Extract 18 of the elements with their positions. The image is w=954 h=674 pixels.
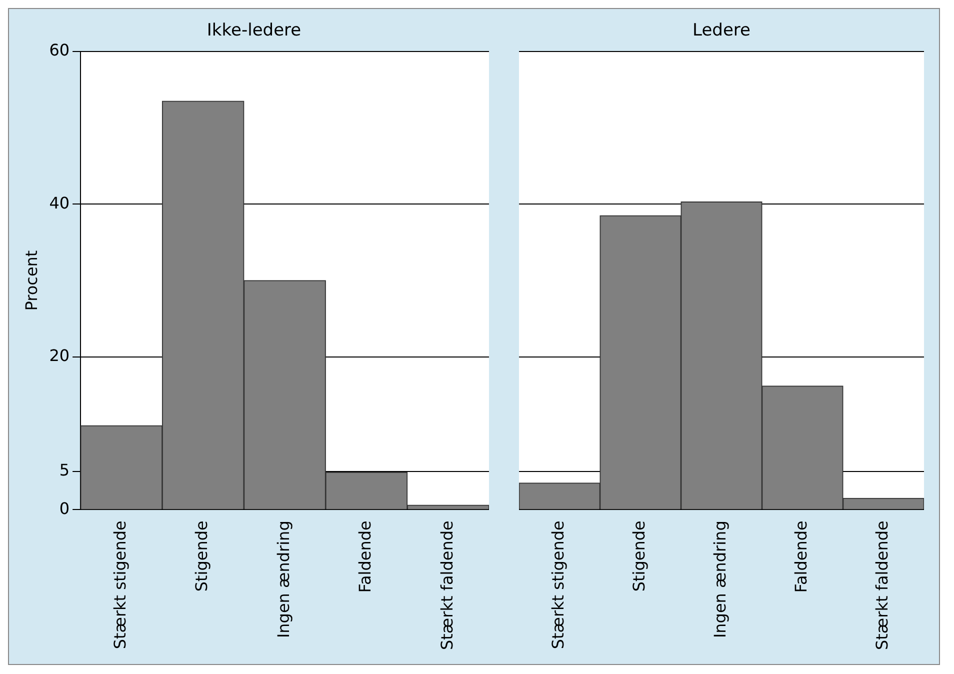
x-tick-label: Ingen ændring	[710, 520, 730, 638]
x-tick-label: Stærkt stigende	[110, 520, 130, 650]
chart-title: Ikke-ledere	[206, 20, 302, 41]
x-tick-label: Stærkt stigende	[548, 520, 568, 650]
chart-title: Ledere	[692, 20, 750, 41]
y-tick-label: 40	[49, 193, 70, 212]
x-tick-label: Stærkt faldende	[437, 520, 456, 650]
y-tick-label: 0	[59, 498, 70, 518]
x-tick-label: Stærkt faldende	[872, 520, 892, 650]
x-tick-label: Faldende	[792, 520, 811, 593]
x-tick-label: Stigende	[192, 520, 212, 592]
y-tick-label: 20	[49, 346, 70, 366]
y-tick-label: 60	[49, 40, 70, 60]
x-tick-label: Ingen ændring	[274, 520, 293, 638]
x-tick-label: Stigende	[630, 520, 649, 592]
y-tick-label: 5	[59, 460, 70, 480]
x-tick-label: Faldende	[356, 520, 375, 593]
y-axis-title: Procent	[22, 250, 41, 311]
